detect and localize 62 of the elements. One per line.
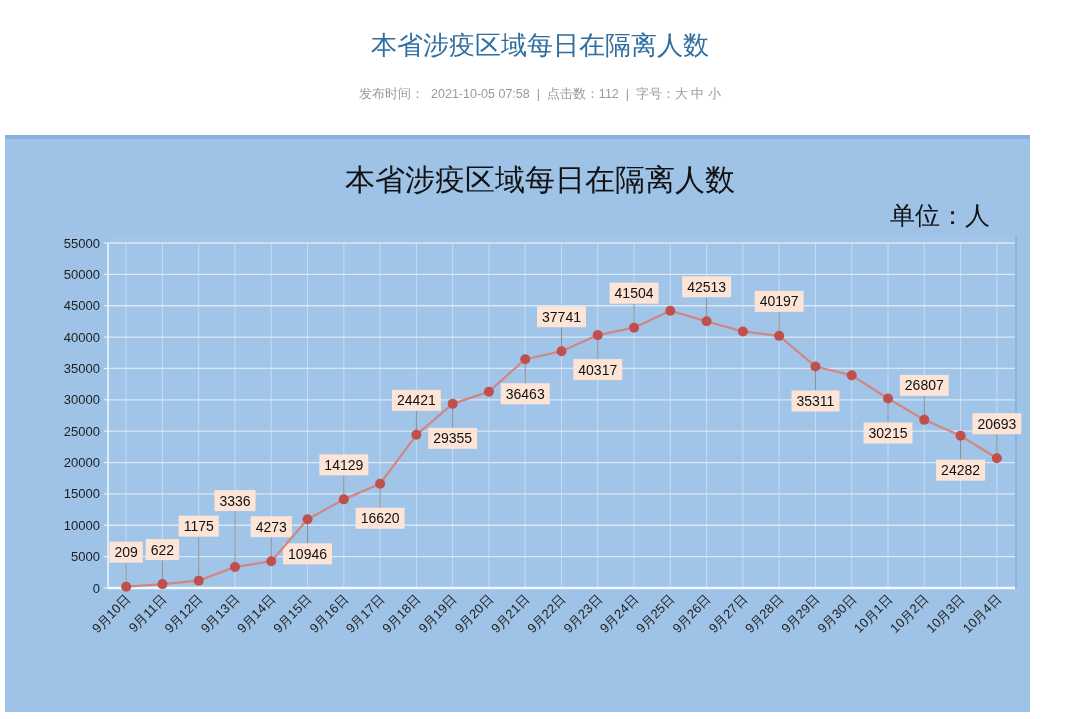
point xyxy=(592,330,603,341)
data-label: 36463 xyxy=(505,385,545,402)
data-label: 26807 xyxy=(904,377,944,394)
data-label: 20693 xyxy=(977,415,1017,432)
point xyxy=(701,316,712,327)
point xyxy=(302,514,313,525)
point xyxy=(629,322,640,333)
point xyxy=(411,429,422,440)
point xyxy=(665,305,676,316)
data-label: 4273 xyxy=(255,518,288,535)
point xyxy=(955,430,966,441)
point xyxy=(121,581,132,592)
point xyxy=(157,579,168,590)
data-label: 40317 xyxy=(578,361,618,378)
text: 发布时间： 2021-10-05 07:58 | 点击数：112 | 字号：大 中 小 xyxy=(359,86,721,101)
point xyxy=(229,562,240,573)
data-label: 42513 xyxy=(687,278,727,295)
y-tick-label: 10000 xyxy=(63,517,100,533)
point xyxy=(919,414,930,425)
data-label: 29355 xyxy=(433,430,473,447)
point xyxy=(483,386,494,397)
data-label: 24421 xyxy=(396,392,437,409)
data-label: 40197 xyxy=(759,293,799,310)
y-tick-label: 25000 xyxy=(63,423,100,439)
data-label: 1175 xyxy=(183,518,214,535)
y-tick-label: 50000 xyxy=(63,266,100,282)
y-tick-label: 35000 xyxy=(63,360,100,376)
point xyxy=(556,346,567,357)
text: 本省涉疫区域每日在隔离人数 xyxy=(371,31,709,60)
point xyxy=(810,361,821,372)
point xyxy=(846,370,857,381)
y-tick-label: 5000 xyxy=(71,549,100,565)
y-tick-label: 20000 xyxy=(63,455,100,471)
data-label: 209 xyxy=(114,544,139,561)
data-label: 30215 xyxy=(868,424,908,441)
y-tick-label: 45000 xyxy=(63,298,100,314)
chart-title: 本省涉疫区域每日在隔离人数 xyxy=(345,163,735,196)
y-tick-label: 0 xyxy=(92,580,100,596)
point xyxy=(737,326,748,337)
data-label: 35311 xyxy=(796,393,835,409)
text: 单位：人 xyxy=(890,201,990,229)
data-label: 10946 xyxy=(288,545,328,562)
point xyxy=(375,478,386,489)
point xyxy=(266,556,277,567)
y-tick-label: 15000 xyxy=(63,486,100,502)
point xyxy=(774,330,785,341)
point xyxy=(338,494,349,505)
data-label: 24282 xyxy=(941,462,981,479)
point xyxy=(883,393,894,404)
point xyxy=(520,354,531,365)
y-tick-label: 30000 xyxy=(63,392,100,408)
data-label: 37741 xyxy=(542,308,582,325)
y-tick-label: 55000 xyxy=(63,235,100,251)
data-label: 41504 xyxy=(614,285,654,302)
data-label: 3336 xyxy=(219,492,251,509)
point xyxy=(991,453,1002,464)
data-label: 16620 xyxy=(360,510,400,527)
point xyxy=(193,575,204,586)
point xyxy=(447,398,458,409)
data-label: 14129 xyxy=(324,456,364,473)
y-tick-label: 40000 xyxy=(63,329,100,345)
data-label: 622 xyxy=(150,541,175,558)
